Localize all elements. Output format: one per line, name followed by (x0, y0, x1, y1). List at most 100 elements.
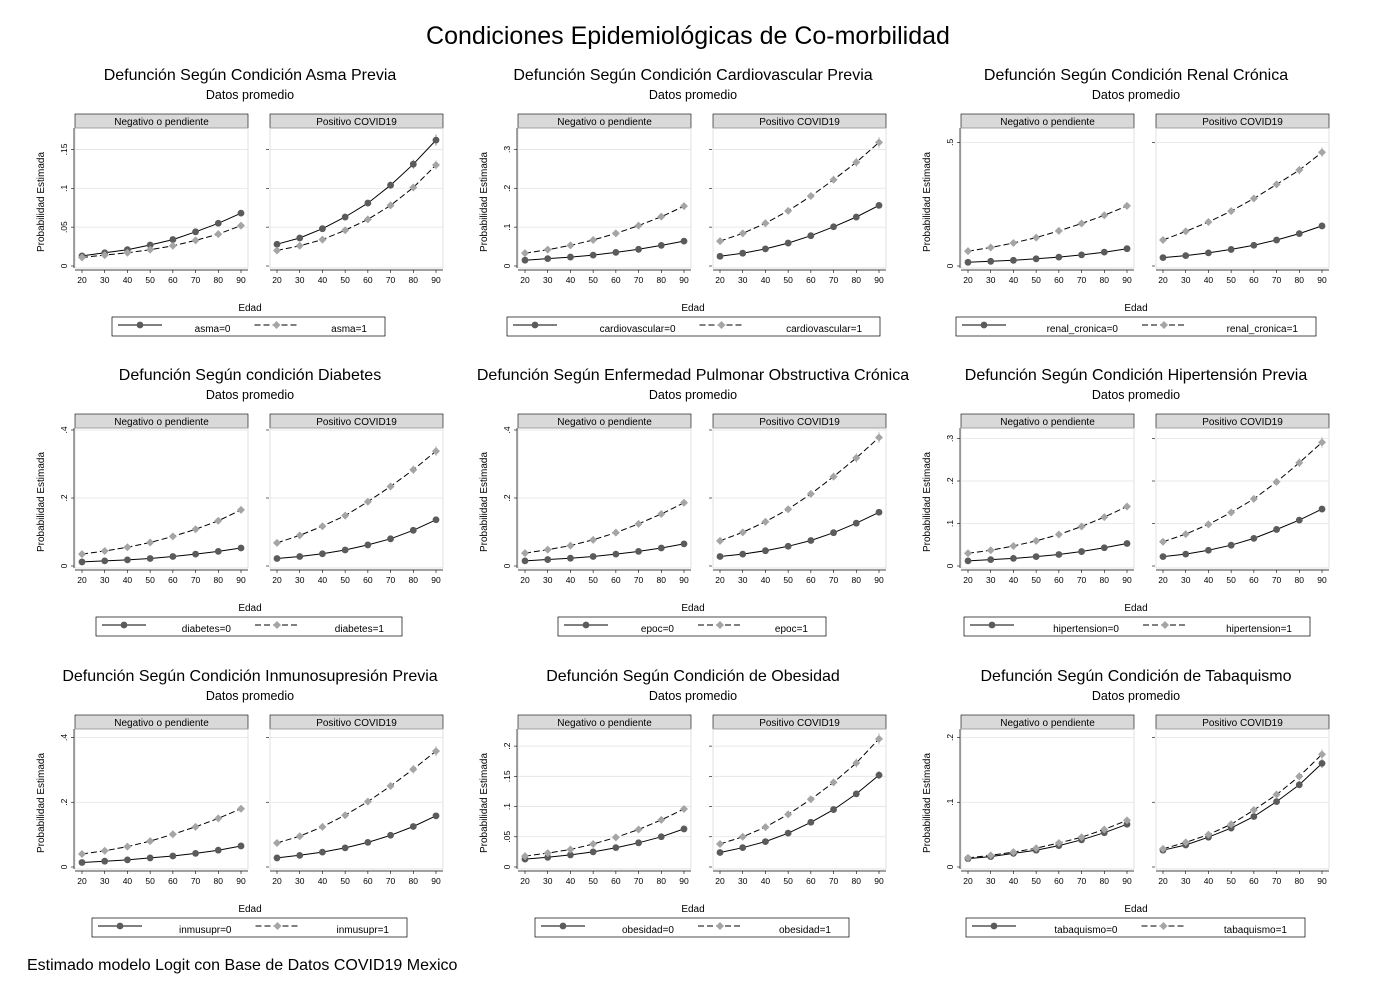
legend-label: epoc=0 (641, 624, 675, 635)
point-diabetes=0 (409, 526, 417, 534)
x-tick-label: 60 (168, 876, 178, 886)
point-inmusupr=1 (168, 830, 177, 839)
x-tick-label: 90 (431, 575, 441, 585)
point-diabetes=0 (124, 556, 131, 564)
point-inmusupr=0 (432, 812, 440, 820)
point-cardiovascular=0 (716, 252, 724, 260)
point-renal_cronica=1 (1249, 194, 1258, 203)
point-obesidad=0 (852, 790, 860, 798)
x-axis-label: Edad (681, 904, 704, 915)
point-hipertension=0 (987, 556, 995, 564)
panel-positivo: Positivo COVID19 20 30 40 50 60 70 80 90 (1152, 714, 1330, 886)
chart-subtitle: Datos promedio (649, 388, 737, 402)
point-diabetes=1 (318, 522, 327, 531)
x-axis-label: Edad (1124, 303, 1147, 314)
panel-label: Negativo o pendiente (557, 718, 652, 729)
point-asma=0 (319, 225, 326, 233)
point-asma=1 (168, 241, 177, 250)
point-diabetes=1 (386, 482, 395, 491)
point-obesidad=0 (544, 853, 552, 861)
point-epoc=0 (716, 553, 724, 560)
y-axis-label: Probabilidad Estimada (922, 152, 933, 252)
x-tick-label: 70 (1077, 275, 1087, 285)
legend: epoc=0 epoc=1 (557, 616, 827, 637)
panel-label: Positivo COVID19 (1202, 417, 1283, 428)
legend-marker (120, 621, 128, 629)
x-tick-label: 70 (829, 275, 839, 285)
point-hipertension=1 (1159, 537, 1167, 546)
point-renal_cronica=0 (1159, 254, 1167, 261)
point-obesidad=0 (635, 839, 642, 847)
point-obesidad=1 (589, 840, 598, 849)
point-inmusupr=0 (409, 823, 417, 830)
point-inmusupr=1 (191, 822, 200, 831)
point-diabetes=0 (273, 555, 281, 562)
x-tick-label: 20 (1158, 275, 1168, 285)
panel-negativo: Negativo o pendiente 0 .2 .4 20 30 40 50 60 70 80 9… (59, 714, 249, 886)
point-obesidad=0 (739, 844, 747, 852)
panel-negativo: Negativo o pendiente 0 .2 .4 20 30 40 50 60 70 80 9… (502, 413, 692, 585)
chart-title: Defunción Según Condición Asma Previa (104, 67, 397, 84)
panel-label: Positivo COVID19 (759, 718, 840, 729)
legend-label: obesidad=1 (779, 925, 831, 936)
series-line-obesidad=1 (524, 808, 685, 857)
x-tick-label: 60 (363, 575, 373, 585)
point-renal_cronica=1 (1272, 180, 1281, 189)
x-tick-label: 80 (1295, 275, 1305, 285)
x-tick-label: 30 (1181, 275, 1191, 285)
series-line-obesidad=0 (719, 774, 880, 853)
x-tick-label: 80 (409, 876, 419, 886)
x-tick-label: 80 (657, 575, 667, 585)
series-line-tabaquismo=0 (1162, 763, 1323, 851)
y-axis-label: Probabilidad Estimada (479, 152, 490, 252)
chart-title: Defunción Según Condición Hipertensión P… (965, 367, 1308, 384)
point-cardiovascular=1 (875, 138, 883, 147)
point-asma=0 (146, 241, 154, 249)
chart-subtitle: Datos promedio (1092, 689, 1180, 703)
point-asma=1 (191, 236, 200, 245)
point-asma=1 (295, 241, 304, 250)
point-asma=0 (409, 160, 417, 168)
x-tick-label: 60 (806, 275, 816, 285)
y-tick-label: .5 (945, 139, 955, 146)
series-line-renal_cronica=0 (1162, 225, 1323, 259)
point-tabaquismo=1 (1318, 750, 1326, 759)
point-renal_cronica=1 (1032, 233, 1041, 242)
point-asma=1 (100, 251, 109, 260)
series-line-tabaquismo=1 (967, 819, 1128, 859)
point-renal_cronica=0 (987, 257, 995, 265)
panel-positivo: Positivo COVID19 20 30 40 50 60 70 80 90 (266, 714, 444, 886)
point-hipertension=0 (1010, 554, 1017, 562)
y-tick-label: .1 (502, 803, 512, 810)
point-obesidad=1 (634, 825, 643, 834)
point-cardiovascular=0 (657, 242, 665, 249)
point-epoc=0 (589, 553, 597, 560)
y-tick-label: 0 (502, 563, 512, 568)
panel-positivo: Positivo COVID19 20 30 40 50 60 70 80 90 (709, 113, 887, 285)
y-tick-label: .2 (59, 494, 69, 501)
point-cardiovascular=0 (807, 232, 815, 240)
x-tick-label: 70 (634, 575, 644, 585)
panel-label: Positivo COVID19 (316, 117, 397, 128)
panel-negativo: Negativo o pendiente 0 .05 .1 .15 .2 20 30 40 50 6… (502, 714, 692, 886)
legend-label: tabaquismo=1 (1224, 925, 1288, 936)
point-tabaquismo=0 (1250, 813, 1258, 820)
panel-negativo: Negativo o pendiente 0 .05 .1 .15 20 30 40 50 60 7… (59, 113, 249, 285)
point-cardiovascular=0 (739, 249, 747, 257)
point-epoc=1 (521, 549, 529, 558)
series-line-epoc=1 (719, 437, 880, 542)
point-diabetes=1 (78, 550, 86, 559)
point-inmusupr=0 (387, 831, 394, 839)
point-obesidad=1 (566, 845, 575, 854)
x-tick-label: 30 (100, 275, 110, 285)
point-renal_cronica=1 (1227, 207, 1236, 216)
point-hipertension=0 (1100, 544, 1108, 552)
point-cardiovascular=1 (566, 241, 575, 250)
x-tick-label: 20 (963, 275, 973, 285)
point-hipertension=0 (1318, 505, 1326, 513)
point-cardiovascular=1 (521, 249, 529, 258)
y-tick-label: .2 (502, 494, 512, 501)
legend-marker (1159, 922, 1168, 930)
point-renal_cronica=0 (1010, 256, 1017, 264)
point-asma=1 (123, 248, 132, 257)
